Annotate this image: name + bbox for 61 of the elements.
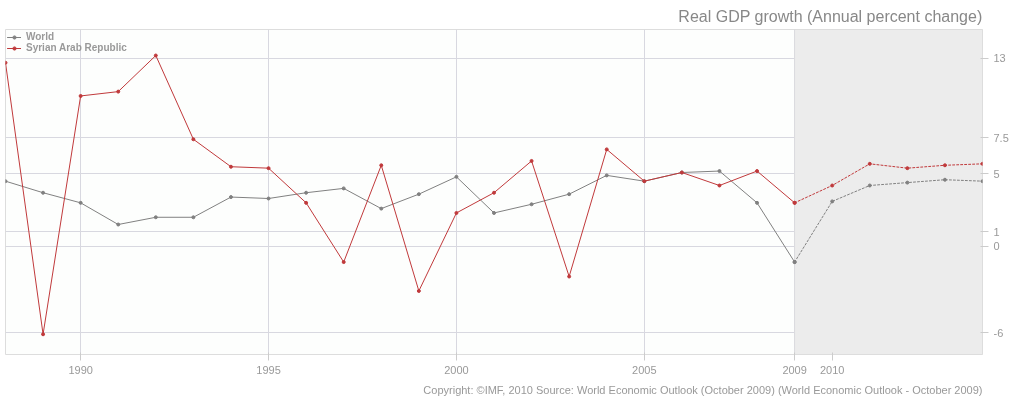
y-tick-label: 5	[993, 167, 1000, 180]
chart-title: Real GDP growth (Annual percent change)	[678, 7, 983, 25]
point	[454, 174, 459, 179]
point	[78, 93, 83, 98]
y-tick-label: 13	[993, 52, 1006, 65]
point	[717, 169, 722, 174]
point	[755, 169, 760, 174]
point	[604, 147, 609, 152]
point	[304, 190, 309, 195]
point	[567, 192, 572, 197]
point	[492, 190, 496, 195]
point	[379, 163, 384, 168]
legend-label: World	[26, 31, 55, 42]
y-tick-label: -6	[993, 326, 1004, 339]
x-tick-label: 2000	[444, 363, 469, 376]
point	[867, 161, 872, 166]
point	[78, 200, 83, 205]
point	[191, 137, 196, 142]
text: Copyright: ©IMF, 2010 Source: World Economic Outlook (October 2009) (World Economic Outlook - October 2009)	[423, 383, 983, 396]
point	[153, 53, 158, 58]
x-tick-label: 2010	[819, 363, 845, 376]
point	[116, 89, 121, 94]
point	[266, 196, 271, 201]
point	[529, 202, 534, 207]
point	[529, 158, 534, 163]
point	[191, 215, 196, 220]
y-tick-label: 7.5	[993, 131, 1009, 144]
point	[492, 210, 496, 215]
point	[228, 195, 233, 200]
point	[5, 179, 8, 184]
point	[228, 164, 233, 169]
point	[755, 200, 760, 205]
point	[341, 260, 346, 265]
point	[567, 274, 572, 279]
legend-label: Syrian Arab Republic	[26, 42, 127, 53]
point	[153, 215, 158, 220]
x-tick-label: 1990	[68, 363, 93, 376]
point	[830, 199, 835, 204]
point	[867, 183, 872, 188]
point	[942, 177, 947, 182]
point	[942, 163, 947, 168]
point	[717, 183, 722, 188]
y-tick-label: 0	[993, 240, 1000, 253]
point	[341, 186, 346, 191]
point	[266, 166, 271, 171]
y-tick-label: 1	[993, 225, 1000, 238]
point	[454, 210, 459, 215]
point	[379, 206, 384, 211]
x-tick-label: 2009	[782, 363, 807, 376]
point	[604, 173, 609, 178]
point	[416, 192, 421, 197]
x-tick-label: 1995	[256, 363, 281, 376]
point	[116, 222, 121, 227]
point	[416, 288, 421, 293]
point	[905, 180, 910, 185]
point	[905, 166, 910, 171]
point	[41, 190, 46, 195]
point	[830, 183, 835, 188]
point	[304, 200, 309, 205]
x-tick-label: 2005	[632, 363, 657, 376]
point	[41, 332, 46, 337]
